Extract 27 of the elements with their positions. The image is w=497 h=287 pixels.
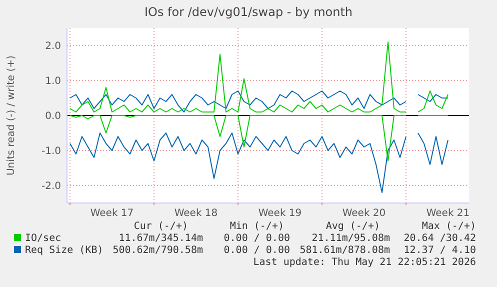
text: Min (-/+) [230,221,284,232]
text: 0.00 / 0.00 [224,245,290,256]
chart-title: IOs for /dev/vg01/swap - by month [144,5,353,19]
text: Max (-/+) [422,221,476,232]
x-tick-label: Week 17 [90,208,134,219]
y-tick-label: 2.0 [45,41,61,52]
text: 20.64 /30.42 [404,233,476,244]
y-tick-label: 0.0 [45,111,61,122]
text: 12.37 / 4.10 [404,245,476,256]
x-tick-label: Week 20 [342,208,386,219]
x-tick-label: Week 18 [174,208,218,219]
text: Last update: Thu May 21 22:05:21 2026 [253,257,476,268]
y-axis-title: Units read (-) / write (+) [6,55,17,176]
text: 500.62m/790.58m [112,245,203,256]
y-tick-label: -1.0 [41,146,61,157]
text: Avg (-/+) [326,221,380,232]
text: 21.11m/95.08m [312,233,390,244]
y-tick-label: -2.0 [41,181,61,192]
y-tick-label: 1.0 [45,76,61,87]
text: 0.00 / 0.00 [224,233,290,244]
legend-label: IO/sec [25,233,62,244]
text: 581.61m/878.08m [300,245,390,256]
legend-label: Req Size (KB) [25,245,104,256]
x-tick-label: Week 21 [426,208,470,219]
x-tick-label: Week 19 [258,208,302,219]
text: Cur (-/+) [134,221,188,232]
text: 11.67m/345.14m [118,233,203,244]
